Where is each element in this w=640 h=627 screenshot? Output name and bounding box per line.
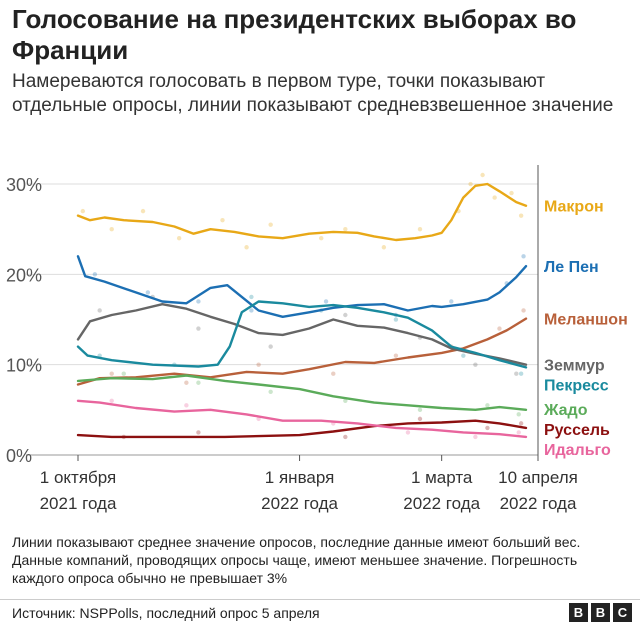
y-tick-label: 20% (6, 265, 42, 285)
poll-dot (514, 371, 519, 376)
series-line (76, 255, 528, 318)
bbc-logo: B B C (569, 603, 632, 622)
poll-dot (196, 299, 201, 304)
poll-dot (319, 236, 324, 241)
x-tick-label: 1 марта (411, 468, 473, 487)
bbc-logo-letter: C (613, 603, 632, 622)
poll-dot (417, 416, 423, 422)
poll-dot (521, 308, 526, 313)
chart-title: Голосование на президентских выборах во … (12, 4, 577, 65)
poll-dot (485, 425, 490, 431)
poll-dot (473, 362, 478, 367)
poll-dot (492, 195, 497, 200)
poll-dot (521, 254, 526, 259)
poll-dot (449, 299, 454, 304)
series-line (76, 300, 528, 369)
series-label: Пекресс (544, 378, 609, 395)
poll-dot (393, 317, 399, 322)
poll-dot (393, 353, 399, 358)
poll-dot (518, 371, 524, 376)
poll-dot (256, 362, 261, 367)
poll-dot (196, 326, 201, 331)
poll-dot (468, 181, 473, 187)
poll-dot (323, 299, 329, 304)
x-tick-label: 10 апреля (498, 468, 578, 487)
series-line (76, 374, 528, 411)
series-line (76, 303, 528, 366)
series-line (76, 419, 528, 439)
y-tick-label: 10% (6, 356, 42, 376)
series-label: Меланшон (544, 312, 628, 329)
poll-dot (184, 380, 189, 385)
y-tick-label: 30% (6, 175, 42, 195)
poll-dot (220, 217, 225, 223)
x-tick-label: 1 января (265, 468, 335, 487)
series-label: Земмур (544, 358, 605, 375)
poll-dot (176, 236, 182, 241)
poll-dot (109, 226, 114, 232)
series-label: Жадо (543, 402, 588, 419)
poll-dot (518, 421, 524, 426)
series-label: Ле Пен (544, 259, 599, 276)
x-tick-label: 1 октября (40, 468, 116, 487)
bbc-logo-letter: B (569, 603, 588, 622)
footer-divider (0, 599, 640, 600)
poll-dot (196, 430, 201, 435)
x-tick-label: 2022 года (500, 494, 577, 513)
series-line (76, 182, 528, 242)
poll-dot (381, 245, 387, 250)
poll-dot (92, 272, 98, 277)
poll-dot (196, 380, 201, 385)
poll-dot (145, 290, 151, 295)
poll-dot (405, 430, 411, 435)
methodology-note: Линии показывают среднее значение опросо… (12, 534, 581, 586)
chart-subtitle: Намереваются голосовать в первом туре, т… (12, 71, 614, 116)
poll-dot (485, 403, 490, 408)
poll-dot (244, 245, 249, 250)
poll-dot (343, 226, 348, 232)
poll-dot (97, 308, 102, 313)
poll-dot (249, 294, 254, 300)
poll-dot (109, 398, 114, 404)
series-line (76, 317, 528, 386)
poll-dot (268, 222, 273, 227)
poll-dot (268, 344, 273, 349)
series-line (76, 399, 528, 439)
poll-dot (509, 190, 514, 196)
bbc-logo-letter: B (591, 603, 610, 622)
poll-dot (109, 371, 114, 376)
x-tick-label: 2021 года (40, 494, 117, 513)
source-text: Источник: NSPPolls, последний опрос 5 ап… (12, 605, 320, 621)
poll-dot (140, 208, 146, 214)
poll-dot (480, 172, 485, 178)
x-tick-label: 2022 года (403, 494, 480, 513)
poll-dot (516, 430, 521, 435)
series-label: Макрон (544, 199, 604, 216)
y-tick-label: 0% (6, 446, 32, 466)
poll-dot (331, 371, 336, 376)
poll-dot (497, 326, 502, 331)
x-tick-label: 2022 года (261, 494, 338, 513)
poll-dot (417, 226, 423, 232)
poll-dot (184, 403, 189, 408)
series-label: Идальго (544, 442, 611, 459)
poll-dot (417, 407, 423, 413)
poll-dot (343, 434, 348, 440)
poll-dot (268, 389, 273, 394)
poll-dot (473, 434, 478, 440)
poll-dot (461, 353, 466, 358)
poll-chart: 0% 10% 20% 30% 1 октября 2021 года 1 января 202… (6, 165, 628, 513)
poll-dot (121, 371, 126, 376)
poll-dot (249, 308, 254, 313)
poll-dot (343, 312, 348, 318)
poll-dot (518, 213, 524, 218)
poll-dot (516, 412, 521, 417)
poll-dot (80, 208, 86, 214)
series-label: Руссель (544, 422, 610, 439)
poll-dot (343, 398, 348, 404)
